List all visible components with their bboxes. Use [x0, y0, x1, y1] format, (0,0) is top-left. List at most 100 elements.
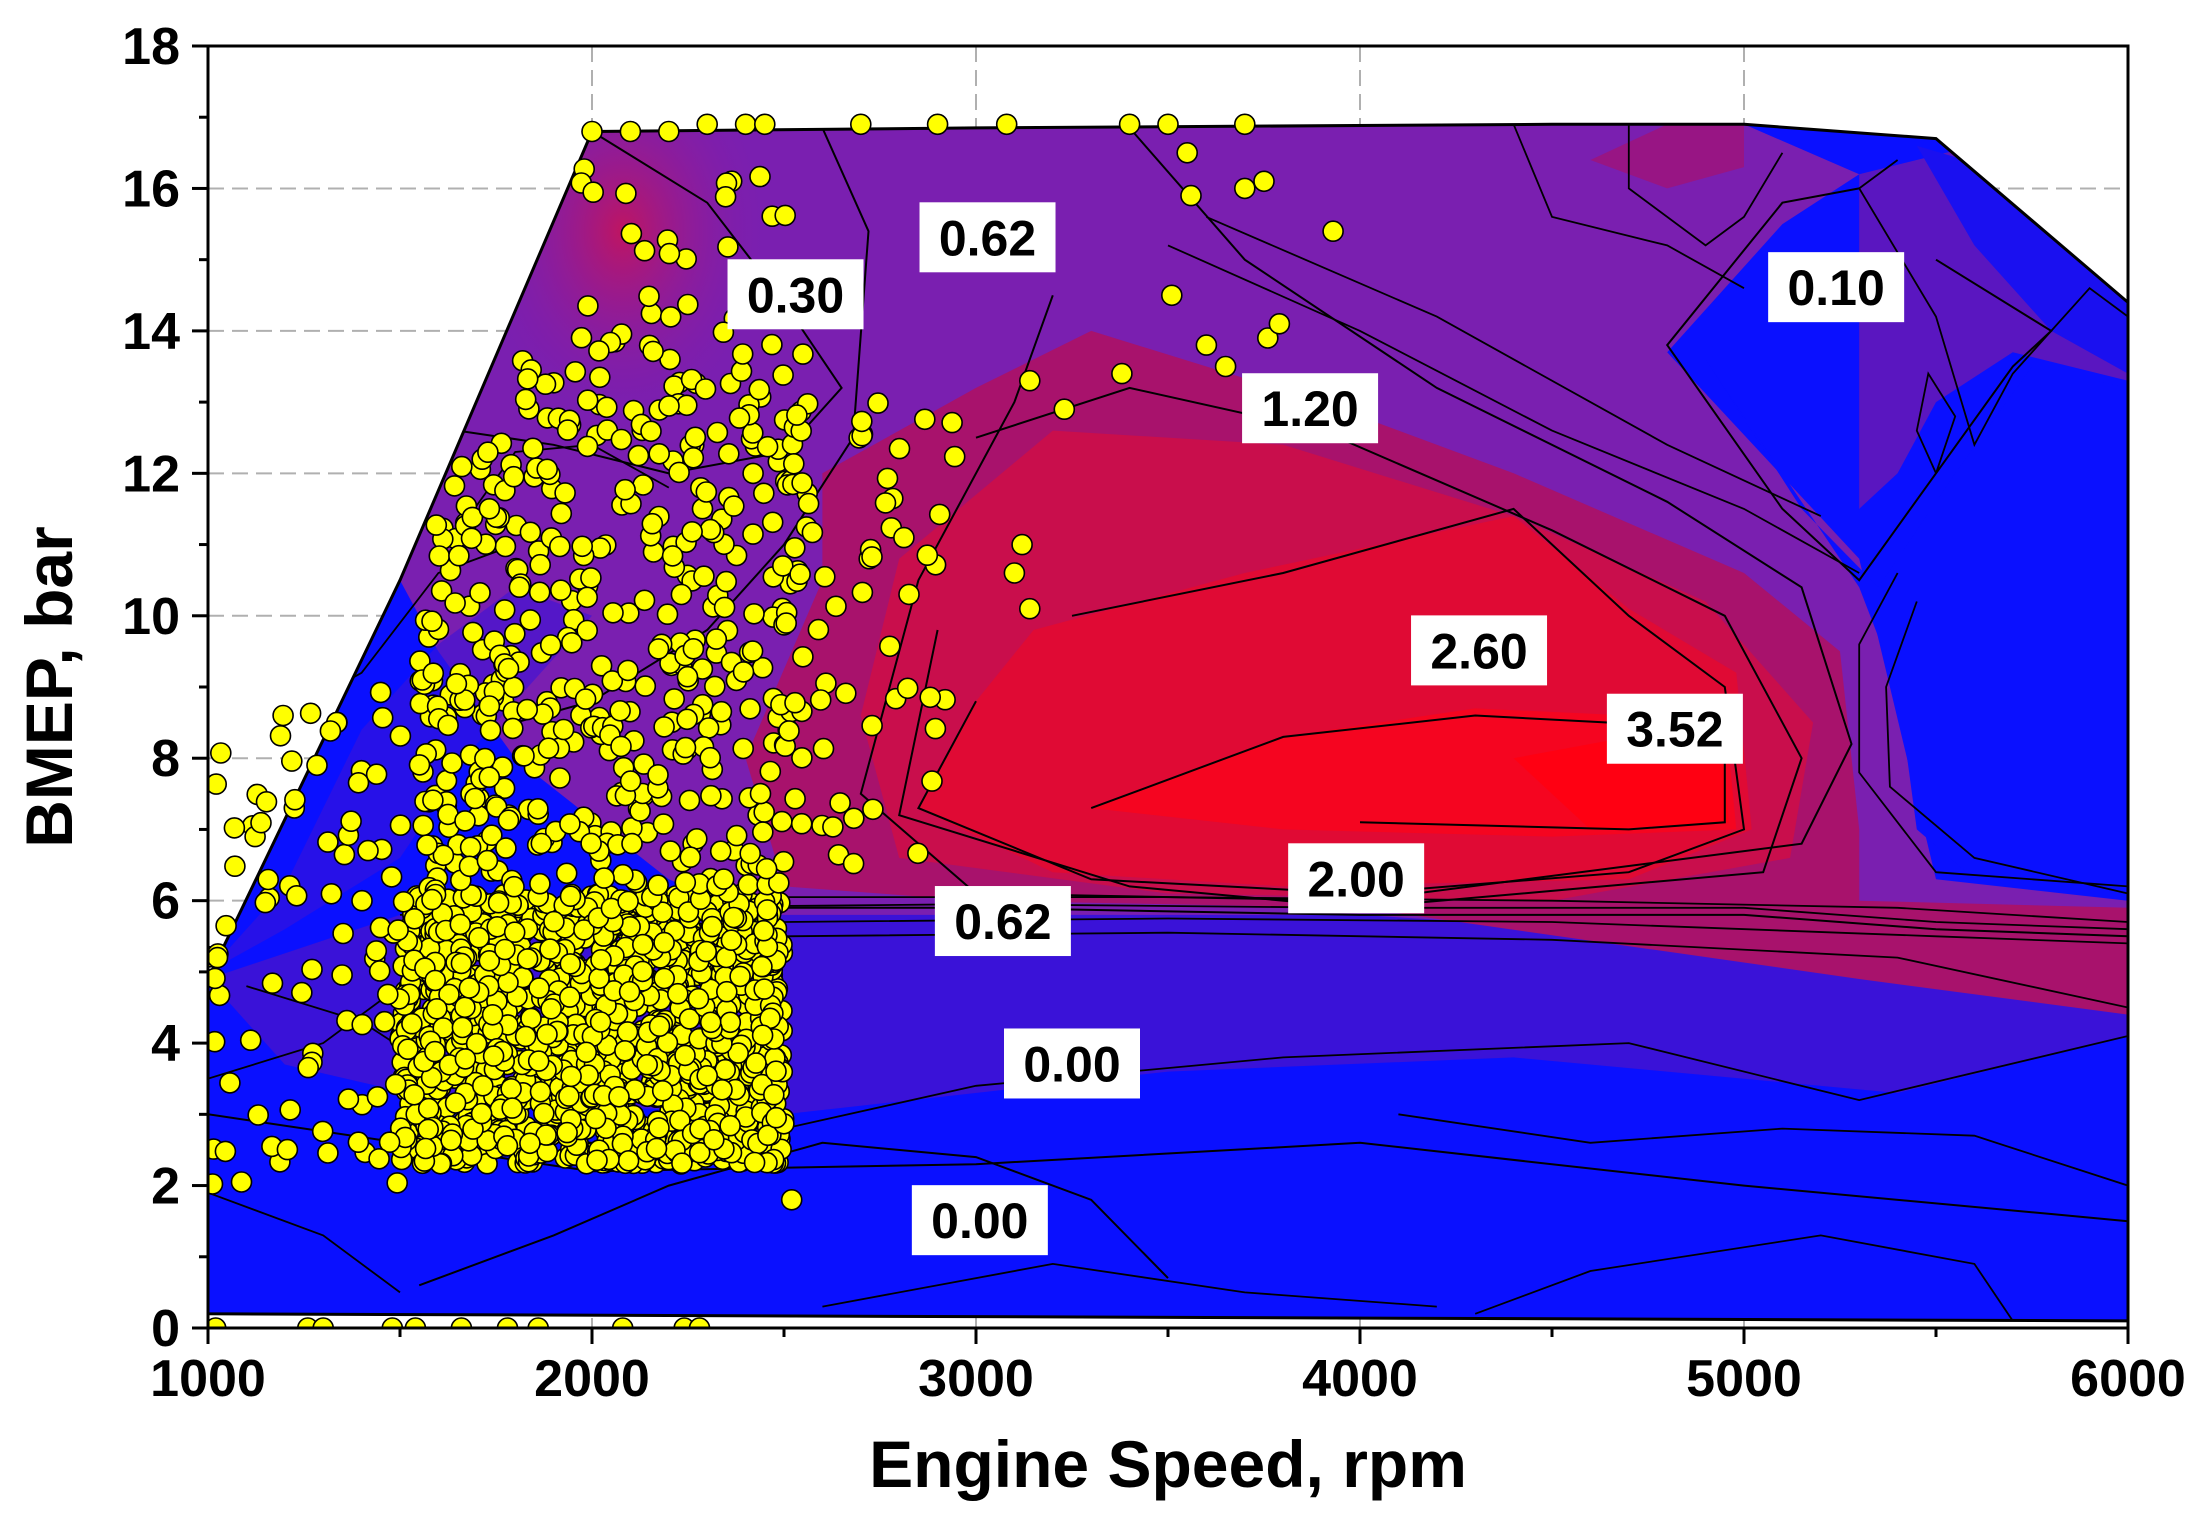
operating-point	[449, 913, 472, 936]
operating-point	[705, 628, 728, 650]
operating-point	[570, 326, 593, 349]
operating-point	[676, 665, 699, 688]
operating-point	[331, 964, 353, 986]
operating-point	[749, 165, 771, 188]
operating-point	[469, 581, 491, 604]
operating-point	[874, 492, 897, 514]
operating-point	[728, 407, 751, 429]
operating-point	[688, 1317, 711, 1328]
operating-point	[834, 682, 857, 705]
operating-point	[782, 452, 805, 475]
operating-point	[503, 875, 525, 898]
operating-point	[425, 997, 448, 1020]
operating-point	[332, 922, 354, 945]
operating-point	[693, 565, 715, 588]
operating-point	[767, 872, 790, 894]
contour-line	[1512, 124, 1745, 289]
operating-point	[319, 720, 342, 742]
y-axis-title: BMEP, bar	[12, 526, 86, 848]
operating-point	[632, 474, 654, 496]
operating-point	[497, 657, 520, 680]
operating-point	[479, 719, 502, 742]
operating-point	[444, 1092, 467, 1114]
operating-point	[896, 677, 919, 700]
operating-point	[674, 736, 697, 759]
operating-point	[347, 771, 370, 794]
operating-point	[276, 1138, 299, 1161]
operating-point	[478, 949, 501, 972]
operating-point	[791, 746, 813, 769]
contour-label-box	[1411, 615, 1548, 686]
operating-point	[696, 1065, 719, 1087]
operating-point	[878, 635, 901, 658]
operating-point	[756, 435, 779, 458]
operating-point	[792, 343, 814, 365]
operating-point	[320, 882, 343, 905]
operating-point	[742, 523, 764, 545]
operating-point	[424, 969, 447, 992]
operating-point	[386, 1172, 409, 1194]
operating-point	[1019, 369, 1041, 392]
operating-point	[761, 511, 784, 534]
operating-point	[588, 340, 610, 362]
operating-point	[670, 583, 693, 606]
operating-point	[458, 977, 481, 999]
operating-point	[369, 916, 392, 939]
operating-point	[459, 836, 482, 859]
contour-line	[1915, 371, 1957, 474]
operating-point	[916, 544, 939, 567]
operating-point	[450, 455, 473, 478]
operating-point	[558, 986, 581, 1008]
operating-point	[709, 840, 732, 863]
operating-point	[514, 388, 537, 411]
operating-point	[397, 1038, 419, 1060]
operating-point	[219, 1072, 241, 1094]
operating-point	[657, 120, 680, 143]
operating-point	[618, 980, 641, 1003]
operating-point	[529, 1081, 552, 1103]
contour-line	[1665, 187, 2053, 582]
operating-point	[503, 921, 526, 944]
operating-point	[317, 1142, 339, 1164]
operating-point	[548, 535, 571, 558]
operating-point	[437, 714, 459, 737]
operating-point	[801, 521, 824, 544]
operating-point	[671, 1152, 693, 1174]
operating-point	[527, 1050, 550, 1072]
operating-point	[642, 340, 664, 363]
operating-point	[443, 475, 466, 497]
contour-line	[859, 127, 1853, 902]
operating-point	[401, 1012, 423, 1035]
operating-point	[651, 901, 674, 924]
operating-point	[617, 1150, 640, 1172]
operating-point	[529, 872, 551, 895]
operating-point	[898, 583, 920, 606]
operating-point	[745, 1052, 767, 1074]
operating-point	[424, 1040, 446, 1063]
operating-point	[333, 843, 356, 866]
operating-point	[337, 1088, 360, 1110]
operating-point	[678, 789, 701, 812]
operating-point	[783, 536, 806, 559]
operating-point	[299, 702, 322, 725]
operating-point	[699, 746, 722, 769]
contour-line	[1398, 1113, 2128, 1187]
operating-point	[717, 442, 740, 465]
operating-point	[631, 960, 654, 983]
operating-point	[516, 948, 539, 970]
operating-point	[384, 1073, 407, 1096]
operating-point	[527, 797, 549, 820]
field-low-right	[1705, 359, 2128, 887]
operating-point	[412, 814, 435, 837]
operating-point	[421, 888, 443, 911]
y-tick-label: 4	[151, 1015, 180, 1073]
operating-point	[829, 792, 851, 814]
operating-point	[366, 1086, 389, 1108]
operating-point	[924, 717, 947, 740]
operating-point	[941, 411, 963, 434]
operating-point	[720, 929, 743, 952]
operating-point	[408, 754, 431, 776]
operating-point	[571, 535, 594, 558]
operating-point	[416, 834, 438, 856]
